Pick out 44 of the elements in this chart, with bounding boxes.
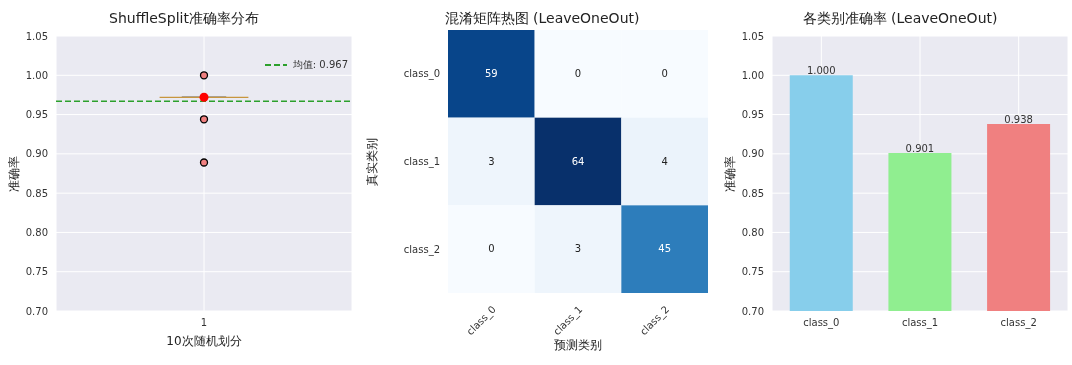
- chart-title: 混淆矩阵热图 (LeaveOneOut): [443, 9, 641, 28]
- y-tick-label: 1.00: [25, 69, 48, 81]
- y-tick-label: class_2: [403, 243, 440, 256]
- x-axis-title: 10次随机划分: [166, 334, 242, 348]
- y-tick-label: 0.90: [25, 148, 48, 160]
- y-axis-title: 准确率: [7, 155, 22, 192]
- y-tick-label: 0.85: [741, 187, 764, 199]
- data-label: 3: [574, 243, 582, 255]
- data-label: 3: [488, 155, 495, 167]
- y-tick-label: 0.80: [25, 226, 48, 238]
- y-tick-label: 0.95: [741, 109, 764, 121]
- data-label: 59: [484, 67, 498, 79]
- x-tick-label: class_2: [1000, 317, 1037, 330]
- y-tick-label: 0.95: [25, 109, 48, 121]
- y-tick-label: 0.80: [741, 226, 764, 238]
- y-tick-label: 0.90: [741, 148, 764, 160]
- y-tick-label: 0.75: [25, 266, 48, 278]
- x-tick-label: class_0: [803, 317, 840, 330]
- data-label: 45: [658, 243, 672, 255]
- y-tick-label: 0.75: [741, 266, 764, 278]
- data-label: 0: [574, 67, 582, 79]
- y-tick-label: class_0: [403, 68, 440, 81]
- data-label: 0: [661, 67, 668, 79]
- chart-title: 各类别准确率 (LeaveOneOut): [801, 9, 999, 28]
- x-axis-title: 预测类别: [554, 338, 602, 352]
- data-label: 0: [488, 243, 495, 255]
- y-tick-label: 0.85: [25, 187, 48, 199]
- x-tick-label: 1: [200, 317, 208, 329]
- y-tick-label: 1.05: [741, 30, 764, 42]
- data-label: 0.901: [905, 143, 935, 155]
- data-label: 1.000: [806, 65, 836, 77]
- x-tick-label: class_1: [901, 317, 939, 330]
- data-label: 64: [571, 155, 585, 167]
- chart-title: ShuffleSplit准确率分布: [108, 9, 260, 28]
- y-tick-label: 1.00: [741, 69, 764, 81]
- y-axis-title: 准确率: [723, 155, 738, 192]
- y-tick-label: 1.05: [25, 30, 48, 42]
- y-tick-label: 0.70: [741, 305, 764, 317]
- y-tick-label: class_1: [403, 156, 440, 169]
- y-tick-label: 0.70: [25, 305, 48, 317]
- y-axis-title: 真实类别: [365, 137, 380, 186]
- legend-label: 均值: 0.967: [292, 58, 348, 72]
- data-label: 0.938: [1004, 114, 1033, 125]
- data-label: 4: [661, 155, 668, 167]
